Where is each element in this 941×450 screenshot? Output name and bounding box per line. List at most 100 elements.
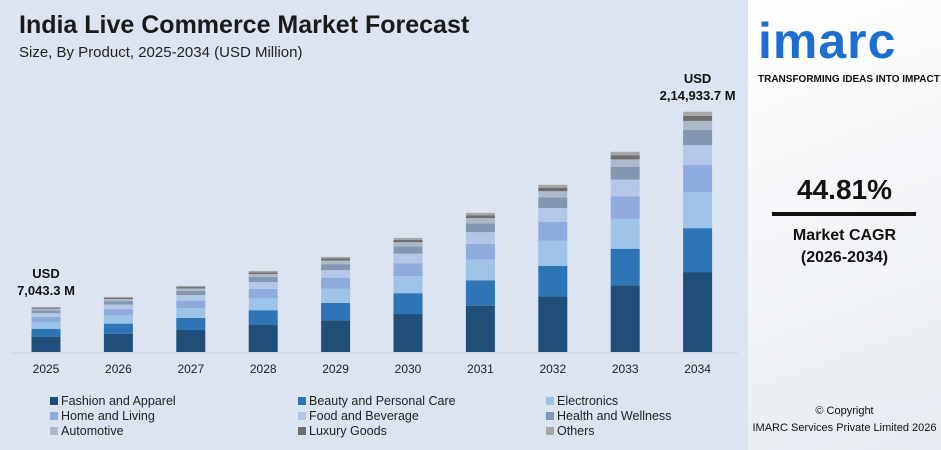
bar-segment <box>176 300 206 309</box>
bar-segment <box>103 333 133 352</box>
bar-segment <box>683 228 713 273</box>
annotation-value: 2,14,933.7 M <box>660 88 736 103</box>
imarc-logo: imarc <box>758 13 897 69</box>
bar-segment <box>465 243 495 260</box>
bar-segment <box>538 221 568 241</box>
bar-segment <box>103 301 133 305</box>
bar-segment <box>176 295 206 301</box>
bar-segment <box>31 310 61 314</box>
bar-segment <box>321 302 351 321</box>
bar-segment <box>610 151 640 156</box>
legend-item: Fashion and Apparel <box>50 393 298 408</box>
legend-item: Automotive <box>50 423 298 438</box>
bar-segment <box>248 272 278 274</box>
legend-swatch <box>50 411 58 420</box>
bar-segment <box>103 315 133 324</box>
legend-item: Food and Beverage <box>298 408 546 423</box>
bar-segment <box>538 208 568 222</box>
bar-segment <box>538 187 568 192</box>
bar-segment <box>103 309 133 316</box>
bar-segment <box>610 159 640 167</box>
bar-segment <box>538 296 568 352</box>
legend-swatch <box>546 411 554 420</box>
info-panel: imarc TRANSFORMING IDEAS INTO IMPACT 44.… <box>748 0 941 450</box>
bar-segment <box>31 328 61 338</box>
copyright: © Copyright <box>815 405 874 417</box>
legend-label: Home and Living <box>61 408 155 423</box>
bar-segment <box>321 288 351 303</box>
x-tick-label: 2026 <box>105 362 132 376</box>
bar-segment <box>31 306 61 308</box>
x-tick-label: 2034 <box>684 362 711 376</box>
bar-segment <box>103 299 133 302</box>
bar-segment <box>103 304 133 310</box>
x-tick-label: 2030 <box>395 362 422 376</box>
cagr-value: 44.81% <box>797 174 892 205</box>
bar-segment <box>683 130 713 146</box>
bar-segment <box>248 270 278 273</box>
bar-segment <box>176 290 206 296</box>
legend-label: Fashion and Apparel <box>61 393 176 408</box>
bar-segment <box>176 317 206 331</box>
bar-segment <box>321 256 351 259</box>
stacked-bar-chart: 2025 USD 7,043.3 M 2026 2027 2028 2029 2030 2031… <box>10 71 738 376</box>
bar-segment <box>321 258 351 261</box>
bar-segment <box>248 325 278 352</box>
bar-segment <box>610 248 640 286</box>
bar-segment <box>393 314 423 352</box>
bar-segment <box>465 212 495 216</box>
bar-segment <box>393 253 423 264</box>
bar-segment <box>683 165 713 193</box>
legend-label: Food and Beverage <box>309 408 419 423</box>
chart-title: India Live Commerce Market Forecast <box>19 11 470 39</box>
bar-segment <box>31 316 61 323</box>
divider <box>772 212 916 216</box>
legend-item: Electronics <box>546 393 740 408</box>
bar-segment <box>176 285 206 288</box>
bar-segment <box>176 308 206 318</box>
bar-segment <box>538 197 568 209</box>
bar-segment <box>31 308 61 311</box>
legend-item: Luxury Goods <box>298 423 546 438</box>
bar-segment <box>248 288 278 299</box>
annotation-value: 7,043.3 M <box>17 283 75 298</box>
bar-segment <box>103 323 133 334</box>
company-name: IMARC Services Private Limited 2026 <box>752 422 937 434</box>
bar-segment <box>248 273 278 278</box>
bar-segment <box>610 155 640 160</box>
bar-segment <box>321 260 351 265</box>
legend-item: Home and Living <box>50 408 298 423</box>
bar-segment <box>248 277 278 283</box>
bar-segment <box>683 272 713 352</box>
bar-segment <box>465 215 495 219</box>
annotation-prefix: USD <box>32 266 59 281</box>
bar-segment <box>683 145 713 166</box>
bar-segment <box>393 237 423 240</box>
x-tick-label: 2025 <box>33 362 60 376</box>
legend-swatch <box>50 396 58 405</box>
legend-label: Luxury Goods <box>309 423 387 438</box>
bar-segment <box>321 277 351 289</box>
legend-swatch <box>298 396 306 405</box>
legend-label: Automotive <box>61 423 124 438</box>
bar-segment <box>103 296 133 298</box>
brand-tagline: TRANSFORMING IDEAS INTO IMPACT <box>758 74 940 85</box>
bar-segment <box>610 166 640 180</box>
chart-panel: India Live Commerce Market Forecast Size… <box>10 11 740 438</box>
legend-swatch <box>298 426 306 435</box>
bar-segment <box>31 322 61 329</box>
cagr-label: Market CAGR <box>792 227 897 244</box>
x-tick-label: 2029 <box>322 362 349 376</box>
bar-segment <box>683 111 713 116</box>
bar-segment <box>683 120 713 130</box>
bar-segment <box>538 184 568 188</box>
legend: Fashion and Apparel Beauty and Personal C… <box>50 393 740 438</box>
bar-segment <box>103 297 133 300</box>
legend-swatch <box>50 426 58 435</box>
bar-segment <box>176 330 206 352</box>
bar-segment <box>610 179 640 197</box>
legend-label: Health and Wellness <box>557 408 672 423</box>
legend-item: Health and Wellness <box>546 408 740 423</box>
legend-swatch <box>546 396 554 405</box>
bar-segment <box>538 191 568 198</box>
